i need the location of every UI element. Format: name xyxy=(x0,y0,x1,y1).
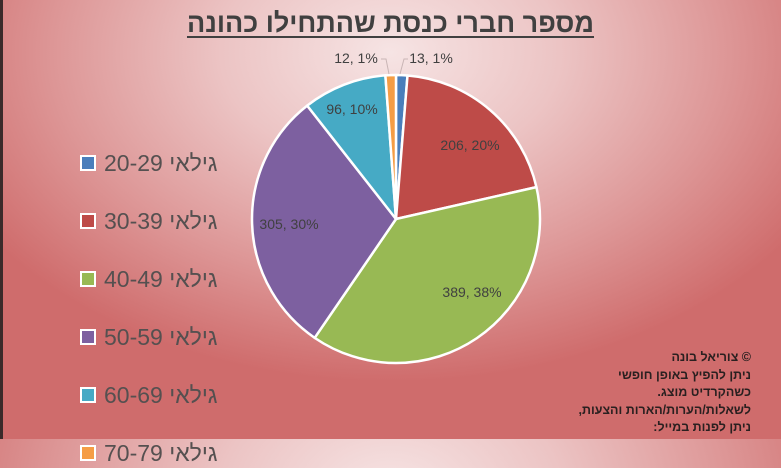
credit-text: © צוריאל בונה ניתן להפיץ באופן חופשי כשה… xyxy=(551,349,752,437)
credit-line: ניתן לפנות במייל: xyxy=(653,420,751,434)
pie-slice xyxy=(384,73,398,221)
data-label: 305, 30% xyxy=(259,216,319,232)
credit-line: © צוריאל בונה xyxy=(671,350,751,364)
data-label: 12, 1% xyxy=(334,50,378,66)
pie-chart xyxy=(250,58,542,365)
legend-item-70-79: גילאי 70-79 xyxy=(80,438,218,468)
legend-swatch xyxy=(80,213,96,229)
pie-slices xyxy=(250,73,542,365)
legend-item-40-49: גילאי 40-49 xyxy=(80,264,218,294)
legend-label: גילאי 50-59 xyxy=(104,323,218,350)
legend-label: גילאי 70-79 xyxy=(104,439,218,466)
legend-label: גילאי 20-29 xyxy=(104,149,218,176)
credit-line: לשאלות/הערות/הארות והצעות, xyxy=(578,402,752,417)
legend-label: גילאי 40-49 xyxy=(104,265,218,292)
data-label: 13, 1% xyxy=(409,50,453,66)
legend-item-20-29: גילאי 20-29 xyxy=(80,148,218,178)
data-label: 206, 20% xyxy=(440,137,500,153)
pie-slice xyxy=(313,185,542,365)
left-border xyxy=(0,0,3,439)
legend-swatch xyxy=(80,329,96,345)
legend-label: גילאי 60-69 xyxy=(104,381,218,408)
leader-lines xyxy=(381,58,408,75)
legend-item-30-39: גילאי 30-39 xyxy=(80,206,218,236)
credit-line: כשהקרדיט מוצג. xyxy=(657,385,751,399)
legend-swatch xyxy=(80,387,96,403)
data-label: 96, 10% xyxy=(326,101,378,117)
legend-swatch xyxy=(80,445,96,461)
pie-slice xyxy=(250,104,398,340)
legend-swatch xyxy=(80,155,96,171)
data-label: 389, 38% xyxy=(442,284,502,300)
leader-line xyxy=(381,58,390,75)
pie-slice xyxy=(305,74,398,221)
leader-line xyxy=(399,58,408,75)
legend-item-50-59: גילאי 50-59 xyxy=(80,322,218,352)
legend-item-60-69: גילאי 60-69 xyxy=(80,380,218,410)
chart-title: מספר חברי כנסת שהתחילו כהונה xyxy=(186,8,595,38)
pie-slice xyxy=(394,74,538,221)
legend-swatch xyxy=(80,271,96,287)
legend-label: גילאי 30-39 xyxy=(104,207,218,234)
credit-line: ניתן להפיץ באופן חופשי xyxy=(618,367,751,382)
